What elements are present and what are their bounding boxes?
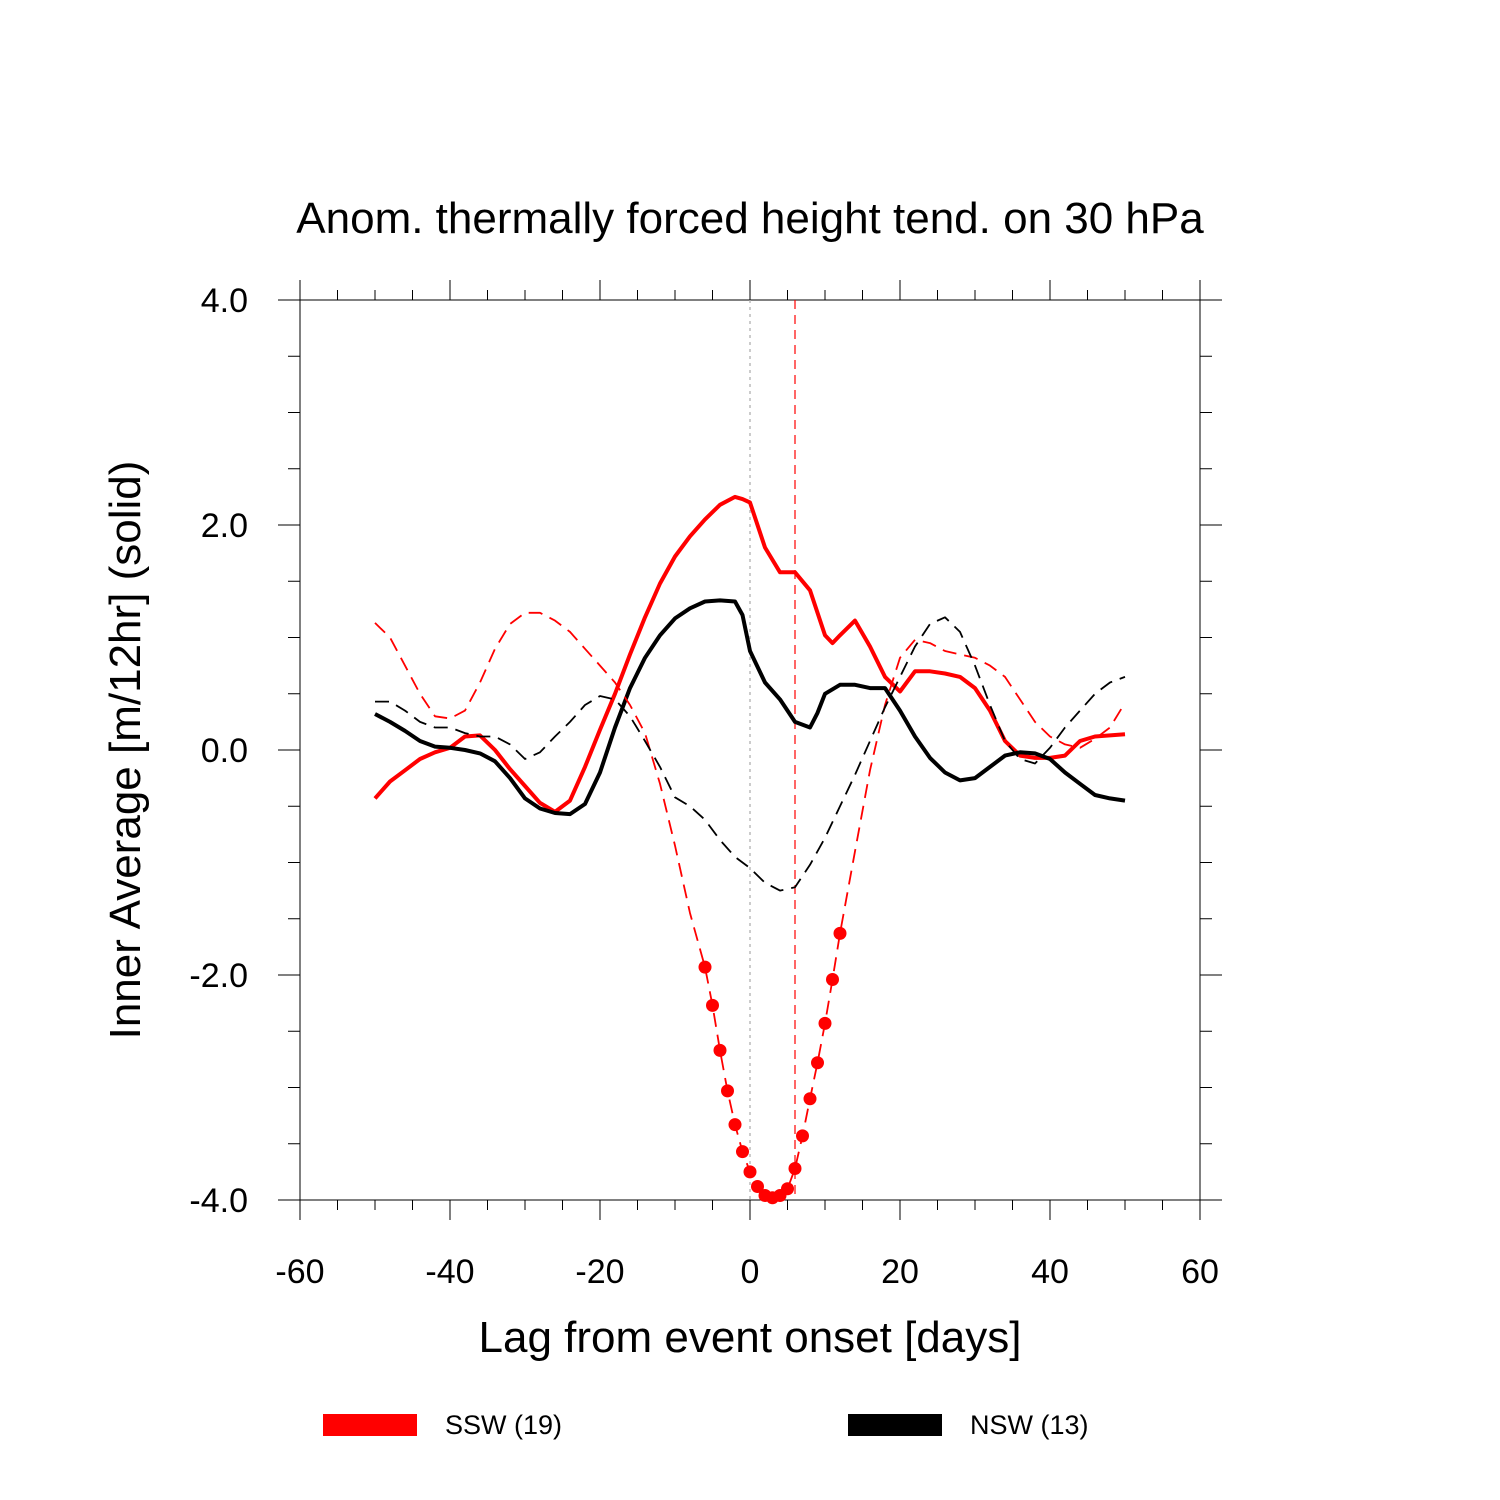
y-tick-label: 0.0 (201, 732, 248, 770)
significance-marker (803, 1092, 817, 1106)
x-tick-label: -20 (575, 1253, 624, 1291)
significance-marker (833, 926, 847, 940)
x-tick-label: -60 (275, 1253, 324, 1291)
legend-swatch-ssw (323, 1414, 417, 1436)
significance-marker (751, 1180, 764, 1193)
legend-swatch-nsw (848, 1414, 942, 1436)
y-axis-label: Inner Average [m/12hr] (solid) (101, 461, 150, 1040)
significance-marker (743, 1165, 757, 1179)
tick-layer: -60 -40 -20 0 20 40 60 4.0 2.0 0.0 -2.0 -4.0 (189, 280, 1222, 1291)
significance-marker (811, 1056, 824, 1070)
y-tick-label: 4.0 (201, 282, 248, 320)
significance-marker (713, 1043, 727, 1057)
x-tick-label: 20 (881, 1253, 919, 1291)
legend-label-ssw: SSW (19) (445, 1410, 562, 1440)
significance-marker (781, 1182, 794, 1196)
significance-marker (736, 1145, 749, 1159)
legend-label-nsw: NSW (13) (970, 1410, 1089, 1440)
x-tick-label: 40 (1031, 1253, 1069, 1291)
x-tick-label: 60 (1181, 1253, 1219, 1291)
significance-marker (796, 1129, 809, 1143)
legend: SSW (19) NSW (13) (323, 1410, 1089, 1440)
x-tick-label: 0 (741, 1253, 760, 1291)
y-tick-label: -4.0 (189, 1182, 248, 1220)
series-line-0 (373, 494, 1126, 814)
significance-marker (728, 1118, 742, 1132)
series-line-1 (374, 598, 1126, 817)
x-tick-label: -40 (425, 1253, 474, 1291)
significance-marker (721, 1084, 734, 1098)
significance-marker (706, 998, 719, 1012)
significance-marker (698, 960, 712, 974)
marker-layer (698, 926, 847, 1205)
y-tick-label: 2.0 (201, 507, 248, 545)
significance-marker (788, 1162, 802, 1175)
chart-title: Anom. thermally forced height tend. on 3… (296, 194, 1204, 243)
x-axis-label: Lag from event onset [days] (479, 1313, 1022, 1362)
significance-marker (826, 973, 839, 986)
y-tick-label: -2.0 (189, 957, 248, 995)
series-line-3 (375, 616, 1126, 892)
reference-lines (749, 300, 796, 1200)
significance-marker (818, 1016, 832, 1030)
